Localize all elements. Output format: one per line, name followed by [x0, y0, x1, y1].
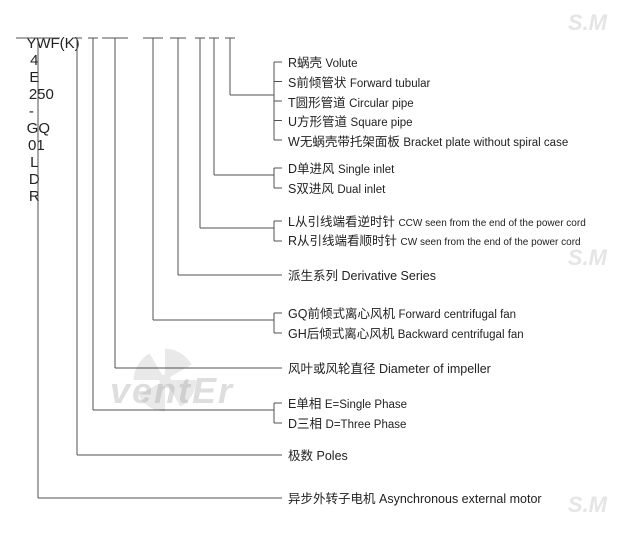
desc-r-group: R蜗壳 Volute S前倾管状 Forward tubular T圆形管道 C… [288, 54, 568, 153]
code-01: 01 [26, 137, 46, 154]
logo-fan-icon [130, 345, 200, 415]
r-row-1: S前倾管状 Forward tubular [288, 76, 430, 90]
phase-row-1: D三相 D=Three Phase [288, 417, 406, 431]
watermark-bot: S.M [568, 492, 607, 518]
logo-text: ventEr [110, 370, 234, 412]
code-dash: - [26, 103, 36, 120]
code-gq: GQ [26, 120, 50, 137]
desc-d-group: D单进风 Single inlet S双进风 Dual inlet [288, 160, 394, 200]
l-row-1: R从引线端看顺时针 CW seen from the end of the po… [288, 234, 581, 248]
r-row-2: T圆形管道 Circular pipe [288, 96, 414, 110]
r-row-3: U方形管道 Square pipe [288, 115, 413, 129]
r-row-0: R蜗壳 Volute [288, 56, 358, 70]
r-row-4: W无蜗壳带托架面板 Bracket plate without spiral c… [288, 135, 568, 149]
desc-poles: 极数 Poles [288, 447, 348, 466]
desc-deriv: 派生系列 Derivative Series [288, 267, 436, 286]
d-row-0: D单进风 Single inlet [288, 162, 394, 176]
desc-l-group: L从引线端看逆时针 CCW seen from the end of the p… [288, 213, 586, 252]
code-250: 250 [26, 86, 56, 103]
gq-row-0: GQ前倾式离心风机 Forward centrifugal fan [288, 307, 516, 321]
code-4: 4 [26, 52, 42, 69]
code-r: R [26, 188, 42, 205]
gq-row-1: GH后倾式离心风机 Backward centrifugal fan [288, 327, 524, 341]
l-row-0: L从引线端看逆时针 CCW seen from the end of the p… [288, 215, 586, 229]
code-l: L [26, 154, 42, 171]
desc-dia: 风叶或风轮直径 Diameter of impeller [288, 360, 491, 379]
desc-phase-group: E单相 E=Single Phase D三相 D=Three Phase [288, 395, 407, 435]
model-code: YWF(K) 4 E 250 - GQ 01 L D R [18, 18, 78, 205]
desc-motor: 异步外转子电机 Asynchronous external motor [288, 490, 542, 509]
watermark-top: S.M [568, 10, 607, 36]
code-ywfk: YWF(K) [26, 35, 78, 52]
code-e: E [26, 69, 42, 86]
desc-gq-group: GQ前倾式离心风机 Forward centrifugal fan GH后倾式离… [288, 305, 524, 345]
phase-row-0: E单相 E=Single Phase [288, 397, 407, 411]
d-row-1: S双进风 Dual inlet [288, 182, 385, 196]
code-d: D [26, 171, 42, 188]
